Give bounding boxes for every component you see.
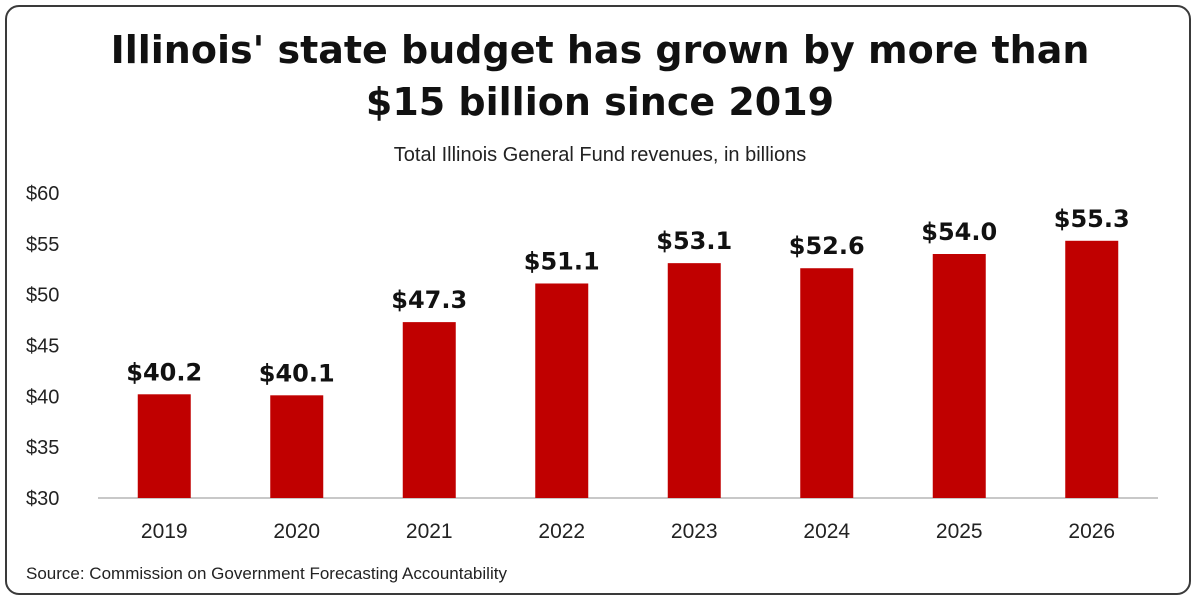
data-label: $55.3 <box>1054 205 1130 233</box>
x-tick-label: 2019 <box>141 520 188 543</box>
y-tick-label: $40 <box>26 386 59 408</box>
bar-2025 <box>932 254 986 498</box>
x-axis-labels: 2019 2020 2021 2022 2023 2024 2025 2026 <box>141 520 1115 543</box>
chart-title-line-1: Illinois' state budget has grown by more… <box>110 28 1090 72</box>
y-tick-label: $55 <box>26 234 59 256</box>
chart-subtitle: Total Illinois General Fund revenues, in… <box>393 144 807 166</box>
y-axis-ticks: $60 $55 $50 $45 $40 $35 $30 <box>26 183 59 510</box>
y-tick-label: $60 <box>26 183 59 205</box>
y-tick-label: $45 <box>26 336 59 358</box>
data-label: $53.1 <box>656 227 732 255</box>
data-labels: $40.2 $40.1 $47.3 $51.1 $53.1 $52.6 $54.0 $55.3 <box>126 205 1129 388</box>
bar-2020 <box>270 395 324 498</box>
y-tick-label: $35 <box>26 437 59 459</box>
data-label: $52.6 <box>789 232 865 260</box>
source-note: Source: Commission on Government Forecas… <box>26 564 507 583</box>
data-label: $54.0 <box>921 218 997 246</box>
data-label: $51.1 <box>524 247 600 275</box>
bar-2019 <box>137 394 191 498</box>
bar-2024 <box>800 268 854 498</box>
bars <box>137 240 1119 499</box>
x-tick-label: 2020 <box>273 520 320 543</box>
x-tick-label: 2022 <box>538 520 585 543</box>
data-label: $40.1 <box>259 359 335 387</box>
x-tick-label: 2026 <box>1068 520 1115 543</box>
y-tick-label: $30 <box>26 488 59 510</box>
chart-frame <box>5 5 1191 595</box>
x-tick-label: 2021 <box>406 520 453 543</box>
data-label: $40.2 <box>126 358 202 386</box>
x-tick-label: 2025 <box>936 520 983 543</box>
bar-2021 <box>402 322 456 498</box>
y-tick-label: $50 <box>26 285 59 307</box>
bar-2023 <box>667 263 721 498</box>
x-tick-label: 2023 <box>671 520 718 543</box>
data-label: $47.3 <box>391 286 467 314</box>
chart-title-line-2: $15 billion since 2019 <box>365 80 835 124</box>
x-tick-label: 2024 <box>803 520 850 543</box>
bar-2022 <box>535 283 589 498</box>
bar-2026 <box>1065 240 1119 499</box>
